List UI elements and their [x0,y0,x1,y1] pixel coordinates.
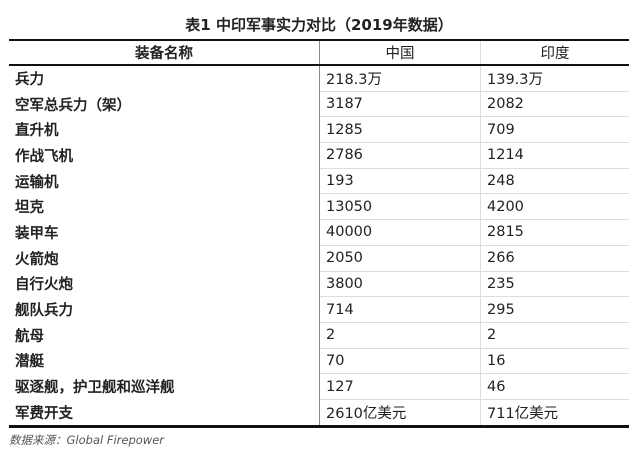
cell-china: 2610亿美元 [319,398,481,427]
cell-india: 248 [480,167,629,194]
cell-china: 70 [319,347,481,374]
cell-china: 714 [319,296,481,323]
cell-china: 3800 [319,270,481,297]
table-row: 作战飞机 2786 1214 [9,142,629,169]
cell-india: 2082 [480,90,629,117]
table-row: 兵力 218.3万 139.3万 [9,65,629,92]
cell-india: 295 [480,296,629,323]
comparison-table: 装备名称 中国 印度 兵力 218.3万 139.3万空军总兵力（架） 3187 208… [9,39,629,428]
header-row: 装备名称 中国 印度 [9,40,629,66]
cell-india: 16 [480,347,629,374]
cell-equipment: 装甲车 [15,225,59,242]
header-china: 中国 [319,40,481,66]
cell-equipment: 火箭炮 [15,251,59,268]
table-row: 坦克 13050 4200 [9,193,629,220]
cell-india: 266 [480,244,629,271]
table-row: 驱逐舰，护卫舰和巡洋舰 127 46 [9,373,629,400]
table-row: 自行火炮 3800 235 [9,270,629,297]
cell-india: 46 [480,373,629,400]
cell-equipment: 驱逐舰，护卫舰和巡洋舰 [15,380,175,397]
cell-equipment: 自行火炮 [15,277,73,294]
cell-india: 4200 [480,193,629,220]
cell-india: 2815 [480,219,629,246]
table-row: 直升机 1285 709 [9,116,629,143]
table-row: 火箭炮 2050 266 [9,244,629,271]
cell-equipment: 兵力 [15,72,44,89]
cell-equipment: 空军总兵力（架） [15,97,131,114]
cell-india: 139.3万 [480,65,629,92]
cell-india: 2 [480,321,629,349]
cell-equipment: 直升机 [15,123,59,140]
cell-india: 1214 [480,142,629,169]
cell-equipment: 军费开支 [15,405,73,422]
cell-equipment: 坦克 [15,200,44,217]
cell-china: 127 [319,373,481,400]
table-row: 军费开支 2610亿美元 711亿美元 [9,398,629,427]
cell-china: 193 [319,167,481,194]
table-row: 潜艇 70 16 [9,347,629,374]
cell-china: 13050 [319,193,481,220]
table-row: 空军总兵力（架） 3187 2082 [9,90,629,117]
cell-india: 235 [480,270,629,297]
cell-india: 709 [480,116,629,143]
table-row: 航母 2 2 [9,321,629,349]
cell-equipment: 舰队兵力 [15,303,73,320]
cell-china: 40000 [319,219,481,246]
cell-equipment: 运输机 [15,174,59,191]
cell-china: 2786 [319,142,481,169]
source-note: 数据来源：Global Firepower [9,433,164,447]
cell-equipment: 潜艇 [15,354,44,371]
cell-china: 2 [319,321,481,349]
cell-india: 711亿美元 [480,398,629,427]
header-india: 印度 [480,40,629,66]
cell-china: 3187 [319,90,481,117]
table-row: 舰队兵力 714 295 [9,296,629,323]
cell-equipment: 作战飞机 [15,148,73,165]
table-row: 装甲车 40000 2815 [9,219,629,246]
cell-china: 218.3万 [319,65,481,92]
table-row: 运输机 193 248 [9,167,629,194]
cell-china: 2050 [319,244,481,271]
cell-equipment: 航母 [15,328,44,345]
header-equipment: 装备名称 [9,40,320,66]
table-title: 表1 中印军事实力对比（2019年数据） [185,16,453,34]
cell-china: 1285 [319,116,481,143]
